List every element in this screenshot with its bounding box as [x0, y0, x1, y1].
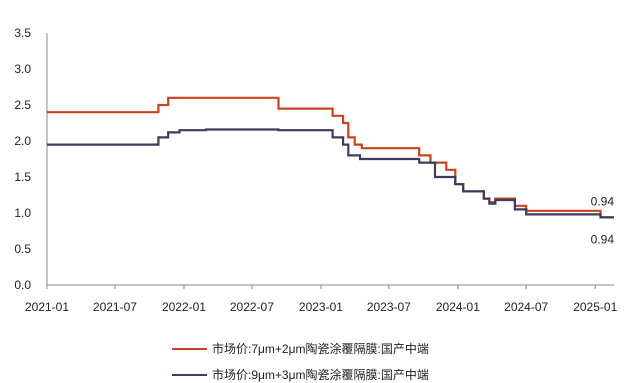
y-tick-label: 3.5 — [14, 26, 31, 40]
y-tick-label: 1.0 — [14, 206, 31, 220]
legend-label-2: 市场价:9μm+3μm陶瓷涂覆隔膜:国产中端 — [212, 367, 429, 382]
y-tick-label: 0.0 — [14, 278, 31, 292]
y-tick-label: 2.0 — [14, 134, 31, 148]
y-tick-labels: 0.0 0.5 1.0 1.5 2.0 2.5 3.0 3.5 — [14, 26, 31, 292]
series-line-2 — [47, 128, 614, 219]
x-tick-label: 2023-07 — [367, 300, 411, 314]
x-tick-label: 2024-01 — [436, 300, 480, 314]
y-tick-label: 2.5 — [14, 98, 31, 112]
x-tick-label: 2025-01 — [573, 300, 617, 314]
x-tick-label: 2021-01 — [25, 300, 69, 314]
y-tick-label: 1.5 — [14, 170, 31, 184]
x-tick-label: 2022-01 — [162, 300, 206, 314]
end-labels: 0.94 0.94 — [591, 194, 615, 246]
x-tick-label: 2024-07 — [504, 300, 548, 314]
x-tick-labels: 2021-01 2021-07 2022-01 2022-07 2023-01 2023-… — [25, 285, 618, 314]
x-tick-label: 2021-07 — [93, 300, 137, 314]
series-line-1 — [47, 96, 614, 219]
y-tick-label: 3.0 — [14, 62, 31, 76]
end-value-label-2: 0.94 — [591, 232, 615, 246]
y-tick-label: 0.5 — [14, 242, 31, 256]
legend-label-1: 市场价:7μm+2μm陶瓷涂覆隔膜:国产中端 — [212, 341, 429, 356]
x-tick-label: 2023-01 — [299, 300, 343, 314]
end-value-label-1: 0.94 — [591, 194, 615, 208]
series-lines — [47, 96, 614, 219]
legend: 市场价:7μm+2μm陶瓷涂覆隔膜:国产中端市场价:9μm+3μm陶瓷涂覆隔膜:… — [172, 341, 429, 382]
x-tick-label: 2022-07 — [230, 300, 274, 314]
